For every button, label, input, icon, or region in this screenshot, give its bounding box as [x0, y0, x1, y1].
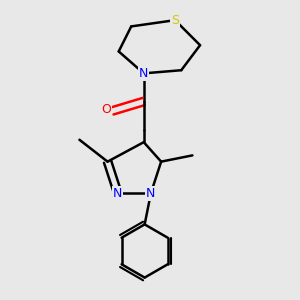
Text: O: O — [101, 103, 111, 116]
Text: N: N — [139, 67, 148, 80]
Text: N: N — [146, 187, 156, 200]
Text: S: S — [171, 14, 179, 27]
Text: N: N — [113, 187, 122, 200]
